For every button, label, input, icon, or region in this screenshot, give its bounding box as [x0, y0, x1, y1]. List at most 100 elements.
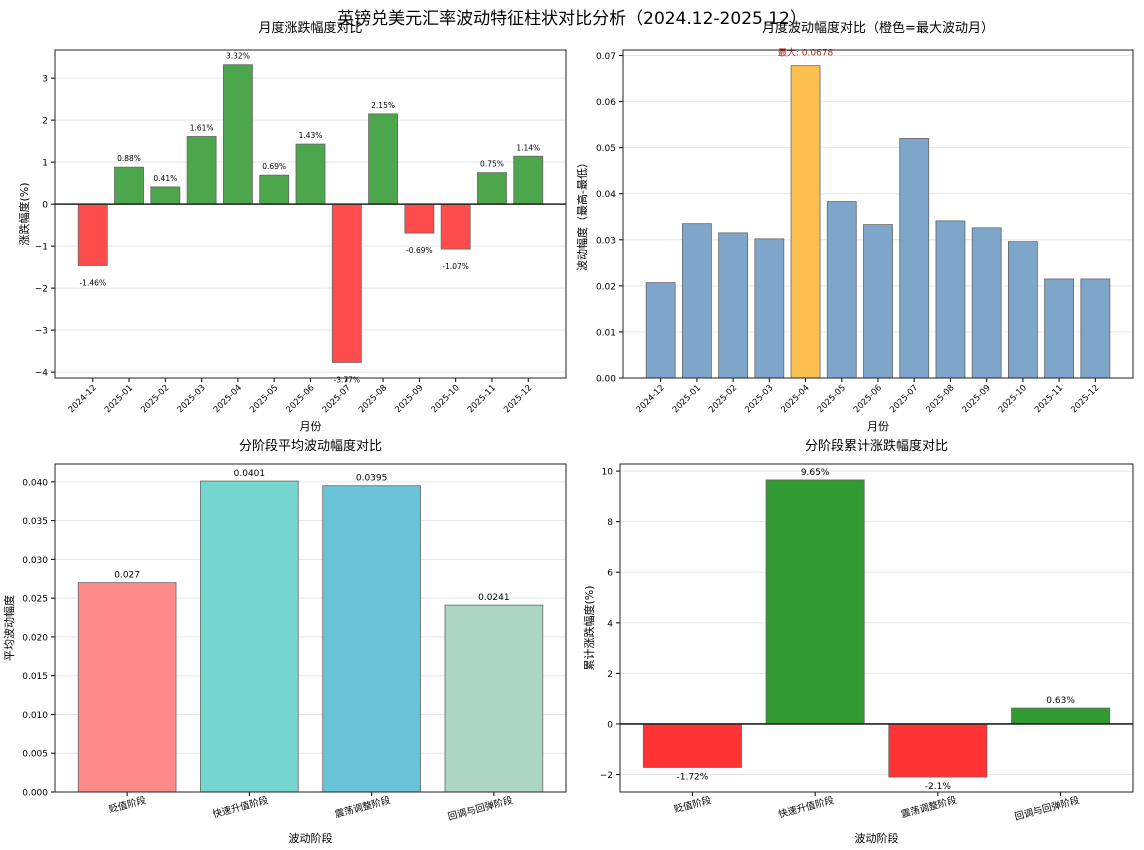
- data-label: 0.63%: [1046, 696, 1075, 706]
- y-tick-label: 3: [42, 75, 48, 85]
- x-tick-label: 2025-10: [997, 383, 1029, 415]
- y-tick-label: 0.00: [596, 375, 616, 385]
- data-label: 3.32%: [226, 52, 250, 61]
- bar-回调与回弹阶段: [444, 604, 544, 793]
- bar-2025-01: [114, 166, 144, 205]
- y-tick-label: 0.05: [596, 144, 616, 154]
- y-tick-label: −3: [35, 327, 48, 337]
- x-tick-label: 2025-05: [816, 383, 848, 415]
- x-axis-label: 波动阶段: [289, 831, 333, 845]
- y-tick-label: 0.06: [596, 98, 616, 108]
- y-tick-label: 0.005: [22, 750, 48, 760]
- data-label: 0.0401: [234, 469, 266, 479]
- data-label: 0.027: [114, 571, 140, 581]
- x-tick-label: 2025-09: [393, 383, 425, 415]
- x-tick-label: 2025-10: [430, 383, 462, 415]
- figure-title: 英镑兑美元汇率波动特征柱状对比分析（2024.12-2025.12）: [337, 9, 807, 29]
- chart-title: 分阶段累计涨跌幅度对比: [805, 438, 948, 454]
- bar-2025-05: [826, 201, 857, 379]
- bar-震荡调整阶段: [888, 723, 988, 778]
- y-tick-label: 6: [607, 569, 613, 579]
- bar-2025-09: [971, 227, 1002, 379]
- data-label: 2.15%: [371, 101, 395, 110]
- y-tick-label: 2: [607, 670, 613, 680]
- bar-2025-03: [754, 238, 785, 379]
- y-tick-label: −4: [35, 369, 49, 379]
- x-tick-label: 2025-07: [321, 383, 353, 415]
- bar-回调与回弹阶段: [1011, 707, 1111, 725]
- data-label: 0.88%: [117, 154, 141, 163]
- y-tick-label: 10: [602, 468, 614, 478]
- x-tick-label: 2025-04: [212, 383, 244, 415]
- bar-2025-12: [513, 155, 544, 205]
- y-tick-label: 0.04: [596, 190, 616, 200]
- bar-2025-04: [222, 64, 253, 205]
- bar-2025-08: [368, 113, 399, 205]
- x-tick-label: 2025-03: [176, 383, 208, 415]
- y-tick-label: 0: [42, 201, 48, 211]
- chart-1: −4 −3 −2 −1 0 1 2 3 -1.46% 2024-12 0.88% 2025-01 0.4…: [17, 20, 567, 433]
- chart-title: 分阶段平均波动幅度对比: [239, 438, 382, 454]
- y-tick-label: 0.000: [22, 789, 48, 799]
- x-tick-label: 2025-04: [779, 383, 811, 415]
- bar-2025-06: [295, 143, 326, 205]
- x-tick-label: 2024-12: [635, 383, 667, 415]
- y-tick-label: −1: [35, 243, 48, 253]
- data-label: -0.69%: [406, 246, 433, 255]
- x-tick-label: 震荡调整阶段: [334, 794, 393, 820]
- chart-title: 月度涨跌幅度对比: [258, 20, 362, 36]
- bar-2025-11: [477, 172, 507, 205]
- x-tick-label: 2025-02: [707, 383, 739, 415]
- bar-快速升值阶段: [765, 479, 865, 725]
- bar-2025-12: [1080, 278, 1111, 379]
- axes-frame: [54, 463, 567, 793]
- bar-2025-10: [440, 203, 471, 250]
- chart-3: 0.000 0.005 0.010 0.015 0.020 0.025 0.030 0.035…: [2, 438, 567, 845]
- y-tick-label: 0.07: [596, 52, 616, 62]
- axes-frame: [622, 49, 1134, 379]
- x-tick-label: 贬值阶段: [107, 794, 147, 816]
- bar-贬值阶段: [642, 723, 742, 768]
- bar-2025-10: [1007, 241, 1038, 379]
- y-tick-label: 0.025: [22, 595, 48, 605]
- x-tick-label: 2025-07: [888, 383, 920, 415]
- data-label: 0.0395: [356, 474, 388, 484]
- x-axis-label: 波动阶段: [855, 831, 899, 845]
- y-tick-label: 0.030: [22, 556, 48, 566]
- bar-2025-05: [259, 174, 290, 205]
- y-tick-label: −2: [600, 771, 613, 781]
- x-tick-label: 2025-08: [924, 383, 956, 415]
- y-axis-label: 累计涨跌幅度(%): [582, 585, 596, 670]
- data-label: -2.1%: [925, 782, 952, 792]
- x-tick-label: 2025-09: [961, 383, 993, 415]
- bar-震荡调整阶段: [322, 485, 421, 793]
- bar-贬值阶段: [77, 582, 177, 793]
- x-tick-label: 2025-12: [502, 383, 534, 415]
- x-tick-label: 快速升值阶段: [211, 794, 270, 820]
- bar-2025-11: [1044, 278, 1074, 379]
- x-tick-label: 震荡调整阶段: [900, 794, 959, 820]
- bar-2025-01: [682, 223, 712, 379]
- y-tick-label: 0.01: [596, 328, 616, 338]
- chart-title: 月度波动幅度对比（橙色=最大波动月）: [762, 20, 994, 36]
- x-axis-label: 月份: [867, 420, 889, 433]
- y-tick-label: 0.040: [22, 478, 48, 488]
- y-tick-label: 0.02: [596, 282, 616, 292]
- data-label: 0.69%: [262, 162, 286, 171]
- bar-快速升值阶段: [200, 480, 299, 793]
- data-label: 0.75%: [480, 160, 504, 169]
- y-axis-label: 涨跌幅度(%): [17, 182, 31, 245]
- bar-2025-08: [935, 220, 966, 379]
- axes-frame: [54, 49, 567, 379]
- x-tick-label: 2025-01: [671, 383, 703, 415]
- data-label: -1.07%: [442, 262, 469, 271]
- data-label: -1.72%: [676, 772, 708, 782]
- x-tick-label: 2025-08: [357, 383, 389, 415]
- y-tick-label: 4: [607, 619, 613, 629]
- bar-2025-04: [790, 65, 821, 379]
- y-tick-label: 0.03: [596, 236, 616, 246]
- y-axis-label: 波动幅度（最高-最低）: [575, 157, 589, 271]
- bar-2025-02: [718, 232, 749, 379]
- x-tick-label: 回调与回弹阶段: [447, 794, 515, 823]
- data-label: 1.14%: [516, 143, 540, 152]
